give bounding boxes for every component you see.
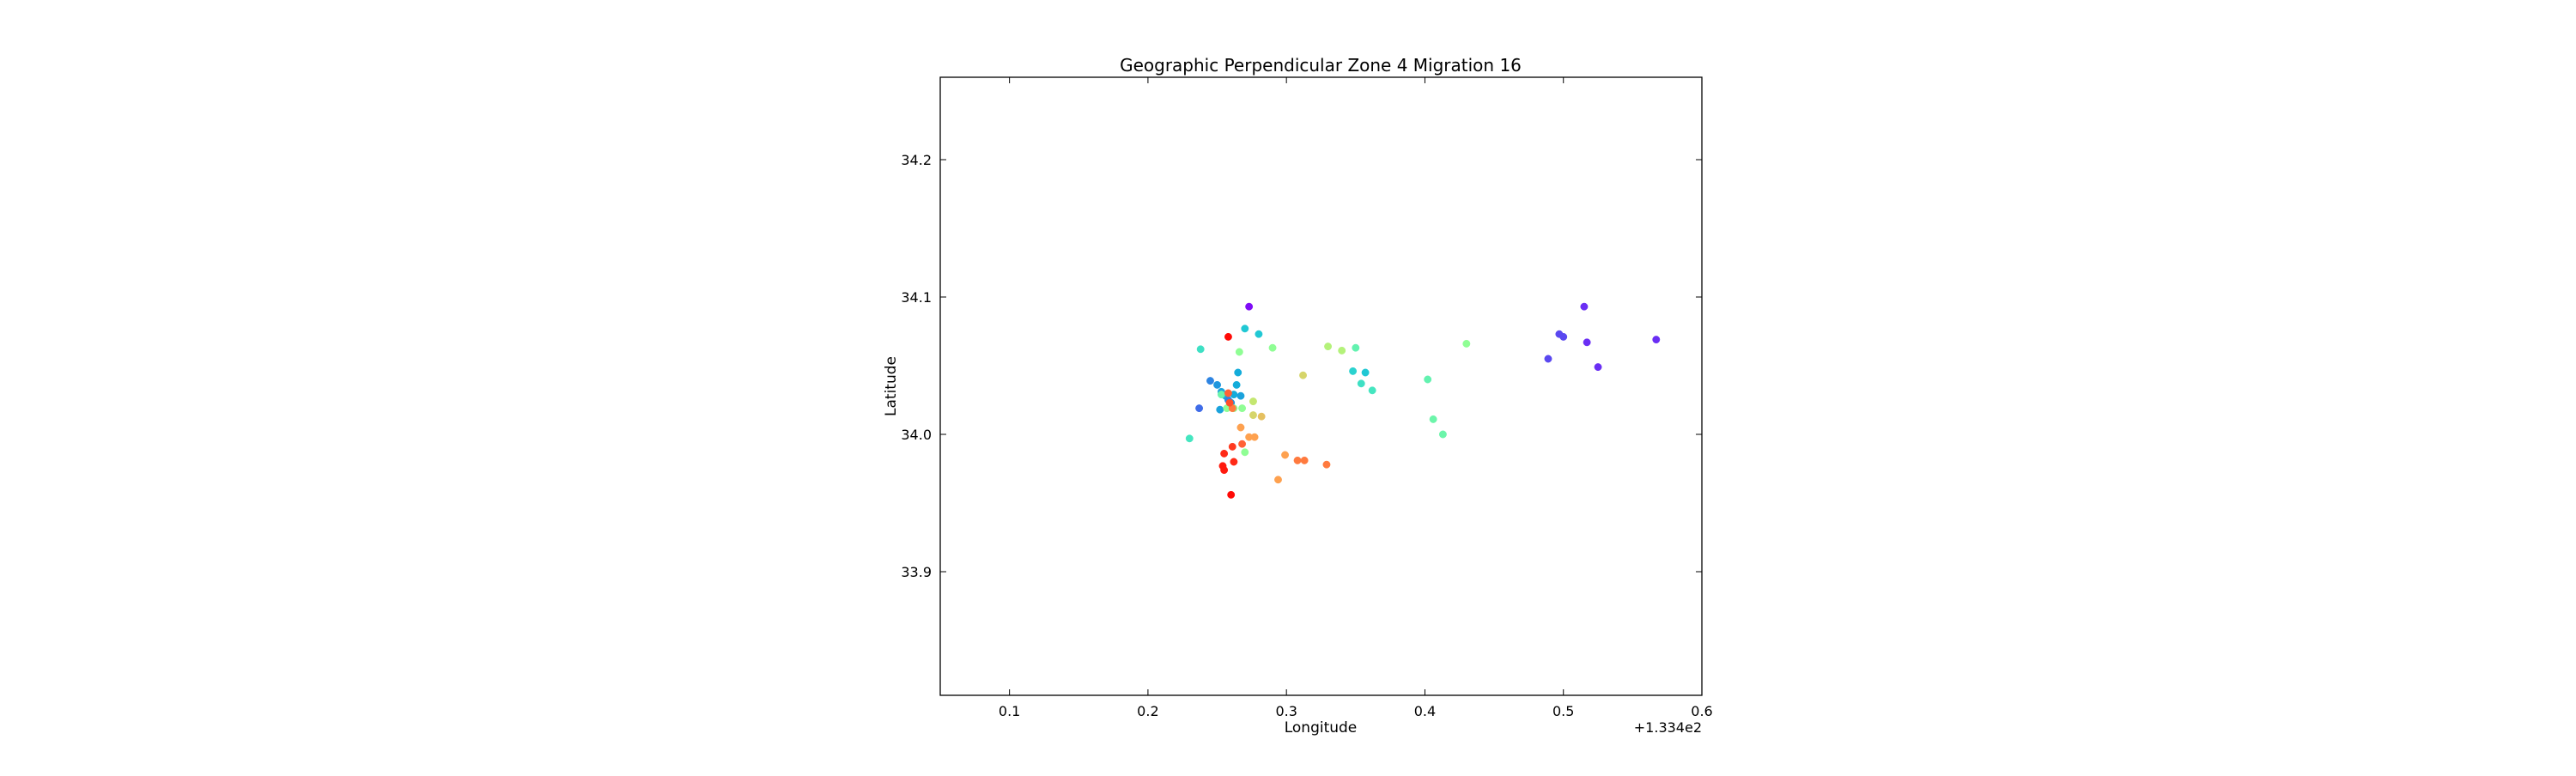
scatter-point [1220, 466, 1229, 475]
scatter-point [1249, 411, 1257, 420]
y-tick-label: 34.1 [901, 289, 932, 306]
scatter-point [1228, 442, 1236, 451]
x-tick-label: 0.5 [1552, 703, 1574, 719]
scatter-point [1274, 476, 1282, 484]
scatter-point [1249, 397, 1257, 406]
axis-ticks: 0.1 0.2 0.3 0.4 0.5 0.6 33.9 34.0 34.1 34.2 [901, 77, 1713, 719]
scatter-point [1185, 434, 1194, 443]
scatter-point [1594, 363, 1602, 372]
scatter-point [1281, 451, 1290, 459]
scatter-point [1227, 490, 1236, 499]
scatter-point [1559, 332, 1568, 341]
scatter-point [1299, 371, 1307, 379]
x-offset-label: +1.334e2 [1634, 719, 1702, 736]
scatter-point [1225, 398, 1234, 407]
scatter-point [1241, 448, 1249, 457]
scatter-point [1324, 343, 1333, 351]
scatter-point [1352, 343, 1360, 352]
scatter-point [1235, 348, 1243, 356]
scatter-point [1236, 423, 1245, 432]
scatter-point [1300, 456, 1309, 464]
scatter-point [1268, 343, 1277, 352]
x-tick-label: 0.1 [999, 703, 1020, 719]
scatter-point [1544, 355, 1552, 363]
scatter-point [1293, 456, 1302, 464]
data-points [1185, 302, 1661, 499]
x-axis-label: Longitude [1285, 719, 1358, 737]
scatter-point [1230, 458, 1238, 466]
scatter-point [1583, 338, 1591, 347]
scatter-point [1220, 449, 1229, 458]
scatter-point [1224, 332, 1232, 341]
chart-title: Geographic Perpendicular Zone 4 Migratio… [1120, 55, 1522, 76]
scatter-point [1241, 324, 1249, 333]
scatter-point [1357, 379, 1365, 388]
scatter-point [1238, 440, 1247, 448]
scatter-point [1232, 380, 1241, 389]
scatter-point [1438, 430, 1447, 439]
y-tick-label: 33.9 [901, 564, 932, 580]
scatter-point [1338, 346, 1346, 355]
scatter-point [1206, 377, 1214, 385]
scatter-point [1236, 391, 1245, 400]
scatter-point [1216, 405, 1224, 414]
scatter-point [1217, 391, 1225, 399]
scatter-point [1213, 380, 1221, 389]
scatter-point [1361, 368, 1370, 377]
scatter-point [1196, 345, 1205, 354]
scatter-point [1652, 336, 1661, 344]
x-tick-label: 0.2 [1137, 703, 1158, 719]
x-tick-label: 0.6 [1691, 703, 1712, 719]
scatter-point [1234, 368, 1242, 377]
scatter-point [1238, 404, 1247, 413]
scatter-point [1349, 367, 1358, 375]
scatter-point [1257, 412, 1266, 421]
scatter-point [1462, 339, 1471, 348]
scatter-point [1424, 375, 1432, 384]
plot-area [939, 76, 1703, 696]
scatter-point [1368, 386, 1376, 395]
y-axis-label: Latitude [883, 356, 900, 416]
scatter-point [1250, 433, 1259, 441]
scatter-point [1255, 330, 1263, 338]
y-tick-label: 34.2 [901, 152, 932, 168]
scatter-point [1580, 302, 1589, 311]
scatter-point [1245, 302, 1254, 311]
y-tick-label: 34.0 [901, 427, 932, 443]
x-tick-label: 0.4 [1414, 703, 1436, 719]
scatter-point [1322, 460, 1331, 469]
scatter-point [1224, 389, 1232, 397]
scatter-point [1195, 404, 1204, 413]
scatter-point [1429, 415, 1437, 423]
x-tick-label: 0.3 [1275, 703, 1297, 719]
